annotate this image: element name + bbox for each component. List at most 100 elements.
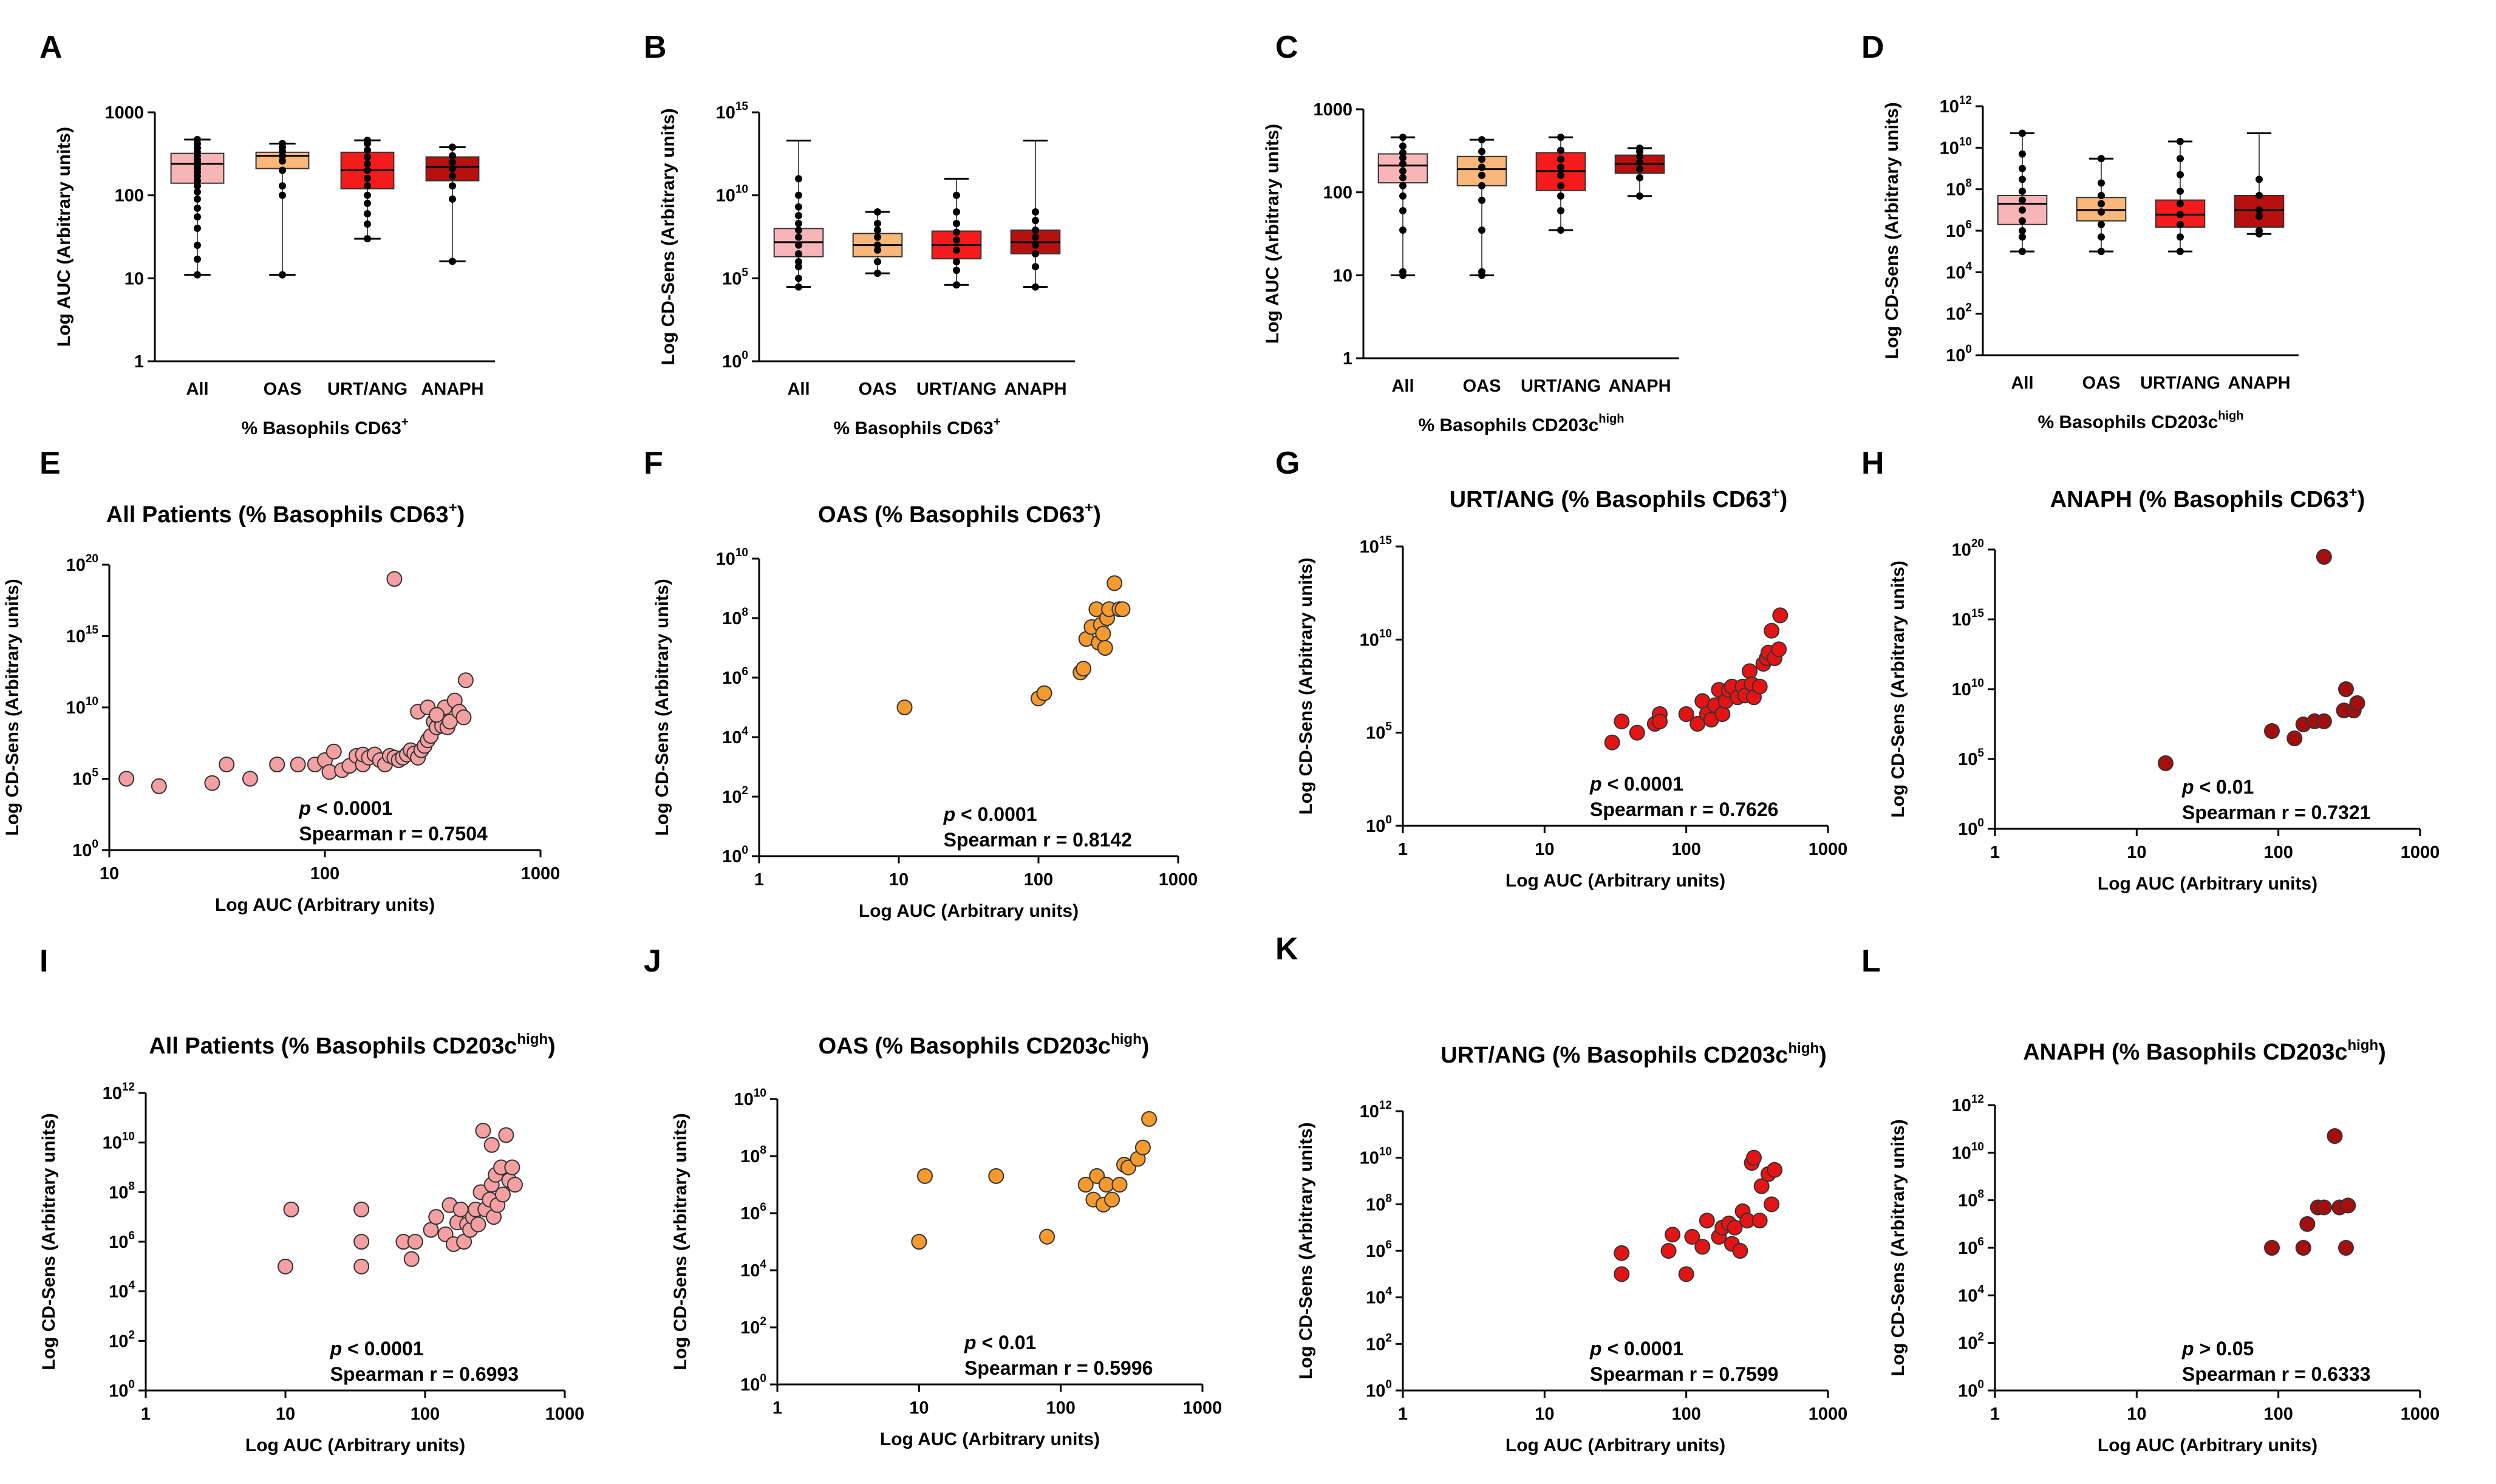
data-point	[279, 166, 286, 174]
scatter-point	[2263, 723, 2280, 739]
data-point	[1399, 192, 1407, 200]
data-point	[2177, 248, 2184, 256]
scatter-point	[1745, 1149, 1762, 1166]
x-tick-label: 100	[2263, 1404, 2293, 1424]
data-point	[279, 157, 286, 165]
x-category-label: URT/ANG	[1521, 376, 1601, 396]
scatter-point	[1699, 1213, 1715, 1229]
data-point	[2256, 213, 2263, 220]
data-point	[953, 236, 960, 244]
panel-letter: K	[1275, 931, 1298, 967]
data-point	[364, 153, 371, 161]
y-tick-label: 1015	[1360, 534, 1393, 557]
x-tick-label: 100	[411, 1404, 440, 1424]
x-tick-label: 1000	[1159, 870, 1198, 890]
data-point	[874, 208, 881, 216]
data-point	[194, 213, 201, 221]
y-tick-label: 100	[1366, 814, 1392, 836]
scatter-point	[1106, 575, 1123, 591]
x-category-label: All	[2011, 373, 2033, 393]
x-tick-label: 1	[1990, 1404, 2000, 1424]
data-point	[953, 267, 960, 274]
data-point	[1032, 241, 1039, 249]
y-axis-label: Log CD-Sens (Arbitrary units)	[1296, 557, 1316, 814]
y-tick-label: 1000	[104, 103, 144, 123]
panel-letter: I	[39, 944, 48, 979]
box-urt-ang	[340, 137, 395, 243]
data-point	[795, 212, 802, 220]
scatter-point	[2349, 695, 2365, 711]
scatter-point	[1104, 1191, 1120, 1208]
data-point	[795, 241, 802, 249]
y-tick-label: 105	[1366, 721, 1392, 743]
data-point	[1478, 182, 1485, 189]
stat-p-value: p > 0.05	[2181, 1338, 2254, 1360]
x-tick-label: 100	[1671, 840, 1700, 859]
scatter-point	[407, 1234, 423, 1250]
data-point	[364, 137, 371, 145]
data-point	[449, 158, 456, 166]
y-tick-label: 1015	[1952, 607, 1985, 630]
y-tick-label: 108	[109, 1180, 135, 1202]
data-point	[2019, 187, 2026, 195]
panel-c: C 1 10 100 1000 Log AUC (Arbitrary units) All O…	[1263, 30, 1679, 435]
y-tick-label: 10	[124, 269, 144, 288]
data-point	[364, 146, 371, 154]
x-category-label: ANAPH	[2228, 373, 2290, 393]
data-point	[953, 258, 960, 265]
scatter-point	[1714, 706, 1731, 722]
data-point	[364, 166, 371, 174]
y-tick-label: 1012	[1952, 1093, 1984, 1115]
data-point	[874, 233, 881, 241]
x-category-label: URT/ANG	[916, 380, 997, 399]
data-point	[2019, 233, 2026, 241]
y-tick-label: 1010	[716, 183, 748, 206]
data-point	[1478, 268, 1485, 276]
x-axis-label: % Basophils CD63+	[833, 415, 1000, 438]
panel-g: G 100 105 1010 1015 Log CD-Sens (Arbitrary un…	[1275, 446, 1847, 891]
data-point	[1478, 148, 1485, 155]
data-point	[194, 204, 201, 212]
panel-letter: G	[1275, 446, 1300, 481]
stat-p-value: p < 0.0001	[943, 803, 1037, 825]
axis-lines	[1982, 106, 2299, 356]
box-anaph	[1010, 139, 1061, 291]
scatter-point	[2337, 681, 2354, 697]
y-tick-label: 102	[109, 1329, 135, 1351]
x-category-label: All	[787, 380, 810, 399]
y-tick-label: 100	[722, 844, 748, 866]
x-category-label: OAS	[2082, 373, 2121, 393]
x-category-label: URT/ANG	[327, 380, 407, 399]
y-tick-label: 1010	[716, 546, 748, 569]
axis-lines	[1362, 109, 1679, 359]
scatter-point	[428, 1209, 445, 1225]
x-axis-label: Log AUC (Arbitrary units)	[2098, 874, 2317, 894]
data-point	[1478, 171, 1485, 179]
y-tick-label: 100	[115, 186, 144, 206]
data-point	[1032, 226, 1039, 234]
panel-title: URT/ANG (% Basophils CD203chigh)	[1441, 1040, 1827, 1068]
scatter-point	[1076, 661, 1092, 677]
data-point	[364, 209, 371, 217]
data-point	[1399, 134, 1407, 141]
panel-a: A 1 10 100 1000 Log AUC (Arbitrary units) All O…	[39, 30, 495, 438]
data-point	[1032, 233, 1039, 241]
box-all	[1377, 134, 1428, 279]
scatter-point	[498, 1127, 514, 1143]
x-tick-label: 1	[1398, 840, 1408, 859]
data-point	[795, 274, 802, 282]
scatter-point	[2340, 1197, 2356, 1214]
x-tick-label: 1	[1398, 1404, 1408, 1424]
box-urt-ang	[2155, 138, 2206, 256]
scatter-point	[1678, 1266, 1694, 1282]
data-point	[2019, 227, 2026, 234]
scatter-point	[1753, 1178, 1770, 1194]
y-tick-label: 1012	[1940, 94, 1972, 117]
data-point	[1636, 192, 1643, 200]
scatter-point	[269, 757, 285, 772]
data-point	[1399, 206, 1407, 214]
y-axis-label: Log AUC (Arbitrary units)	[54, 127, 74, 347]
data-point	[194, 135, 201, 143]
y-tick-label: 106	[722, 665, 748, 688]
